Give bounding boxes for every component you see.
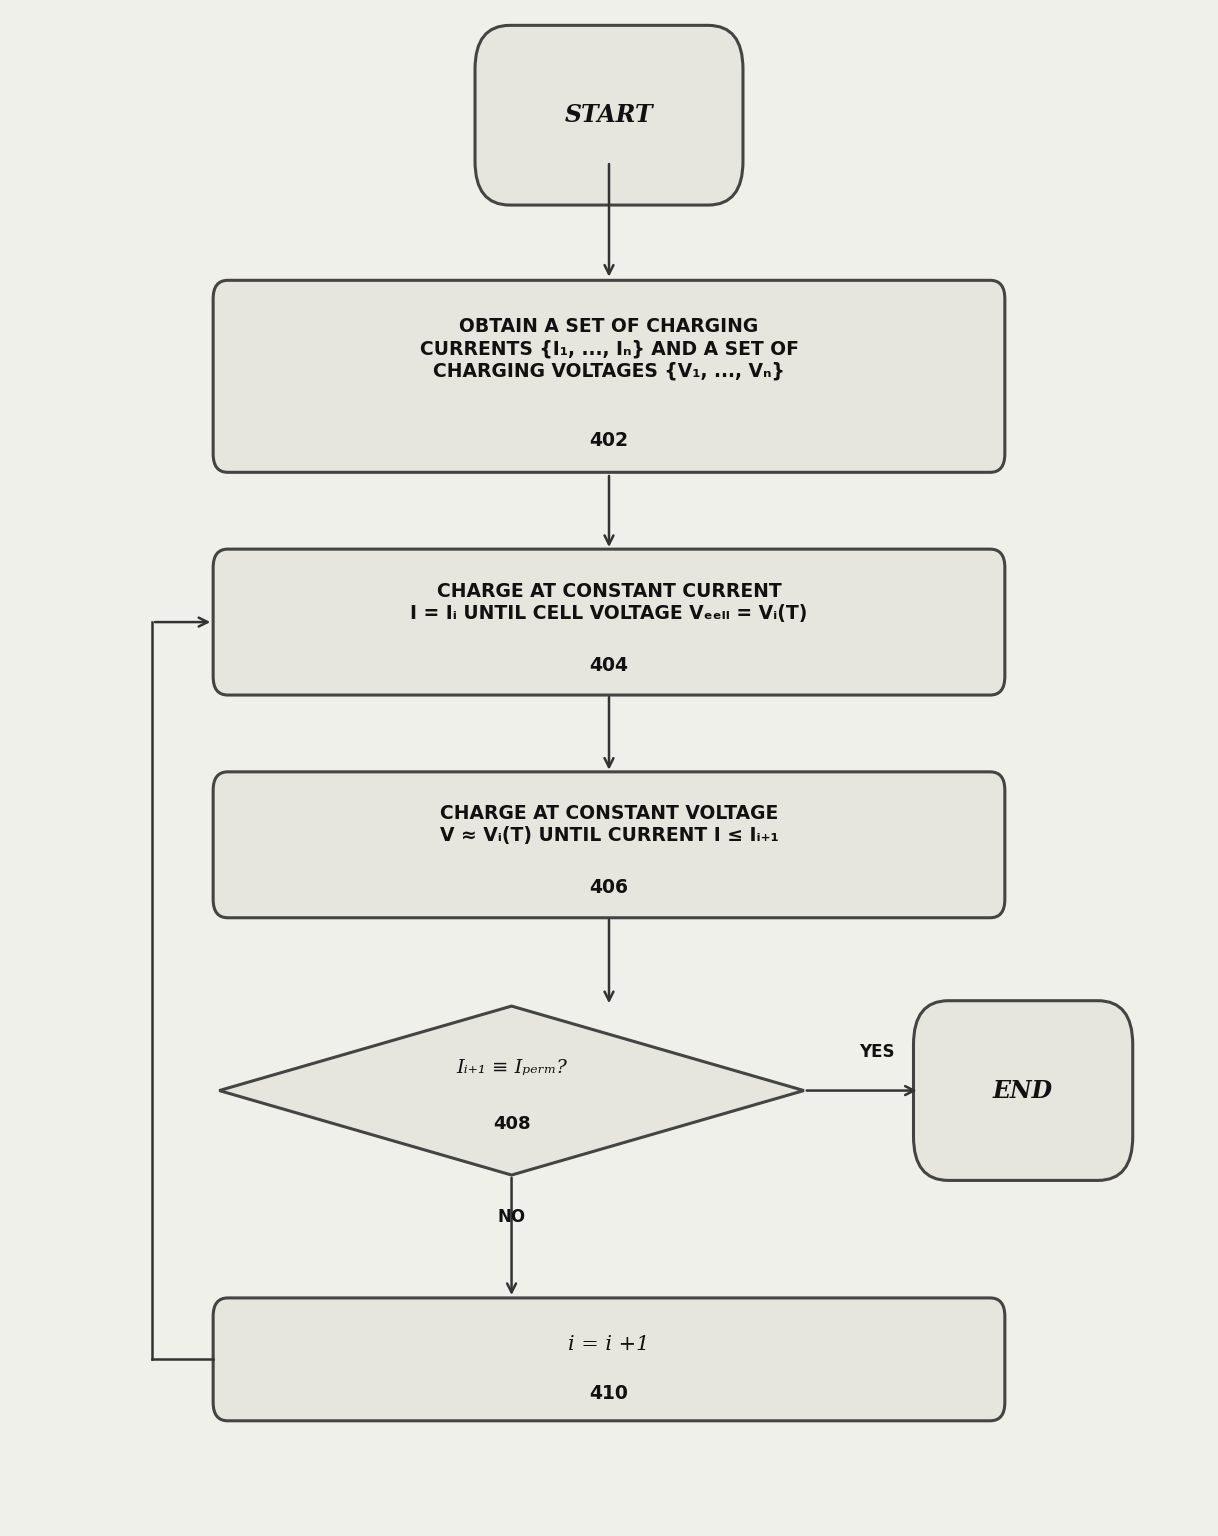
Text: END: END bbox=[993, 1078, 1054, 1103]
Text: OBTAIN A SET OF CHARGING
CURRENTS {I₁, ..., Iₙ} AND A SET OF
CHARGING VOLTAGES {: OBTAIN A SET OF CHARGING CURRENTS {I₁, .… bbox=[419, 316, 799, 381]
Text: 408: 408 bbox=[493, 1115, 530, 1134]
FancyBboxPatch shape bbox=[213, 280, 1005, 473]
Text: CHARGE AT CONSTANT VOLTAGE
V ≈ Vᵢ(T) UNTIL CURRENT I ≤ Iᵢ₊₁: CHARGE AT CONSTANT VOLTAGE V ≈ Vᵢ(T) UNT… bbox=[440, 805, 778, 845]
Text: 402: 402 bbox=[590, 432, 628, 450]
Text: 406: 406 bbox=[590, 879, 628, 897]
Text: i = i +1: i = i +1 bbox=[569, 1335, 649, 1353]
FancyBboxPatch shape bbox=[213, 1298, 1005, 1421]
FancyBboxPatch shape bbox=[213, 550, 1005, 694]
Text: YES: YES bbox=[859, 1043, 895, 1061]
Polygon shape bbox=[219, 1006, 804, 1175]
FancyBboxPatch shape bbox=[475, 26, 743, 206]
Text: 404: 404 bbox=[590, 656, 628, 674]
Text: START: START bbox=[565, 103, 653, 127]
Text: NO: NO bbox=[497, 1207, 526, 1226]
Text: Iᵢ₊₁ ≡ Iₚₑᵣₘ?: Iᵢ₊₁ ≡ Iₚₑᵣₘ? bbox=[456, 1058, 568, 1077]
Text: CHARGE AT CONSTANT CURRENT
I = Iᵢ UNTIL CELL VOLTAGE Vₑₑₗₗ = Vᵢ(T): CHARGE AT CONSTANT CURRENT I = Iᵢ UNTIL … bbox=[410, 582, 808, 622]
Text: 410: 410 bbox=[590, 1384, 628, 1402]
FancyBboxPatch shape bbox=[914, 1001, 1133, 1180]
FancyBboxPatch shape bbox=[213, 771, 1005, 919]
